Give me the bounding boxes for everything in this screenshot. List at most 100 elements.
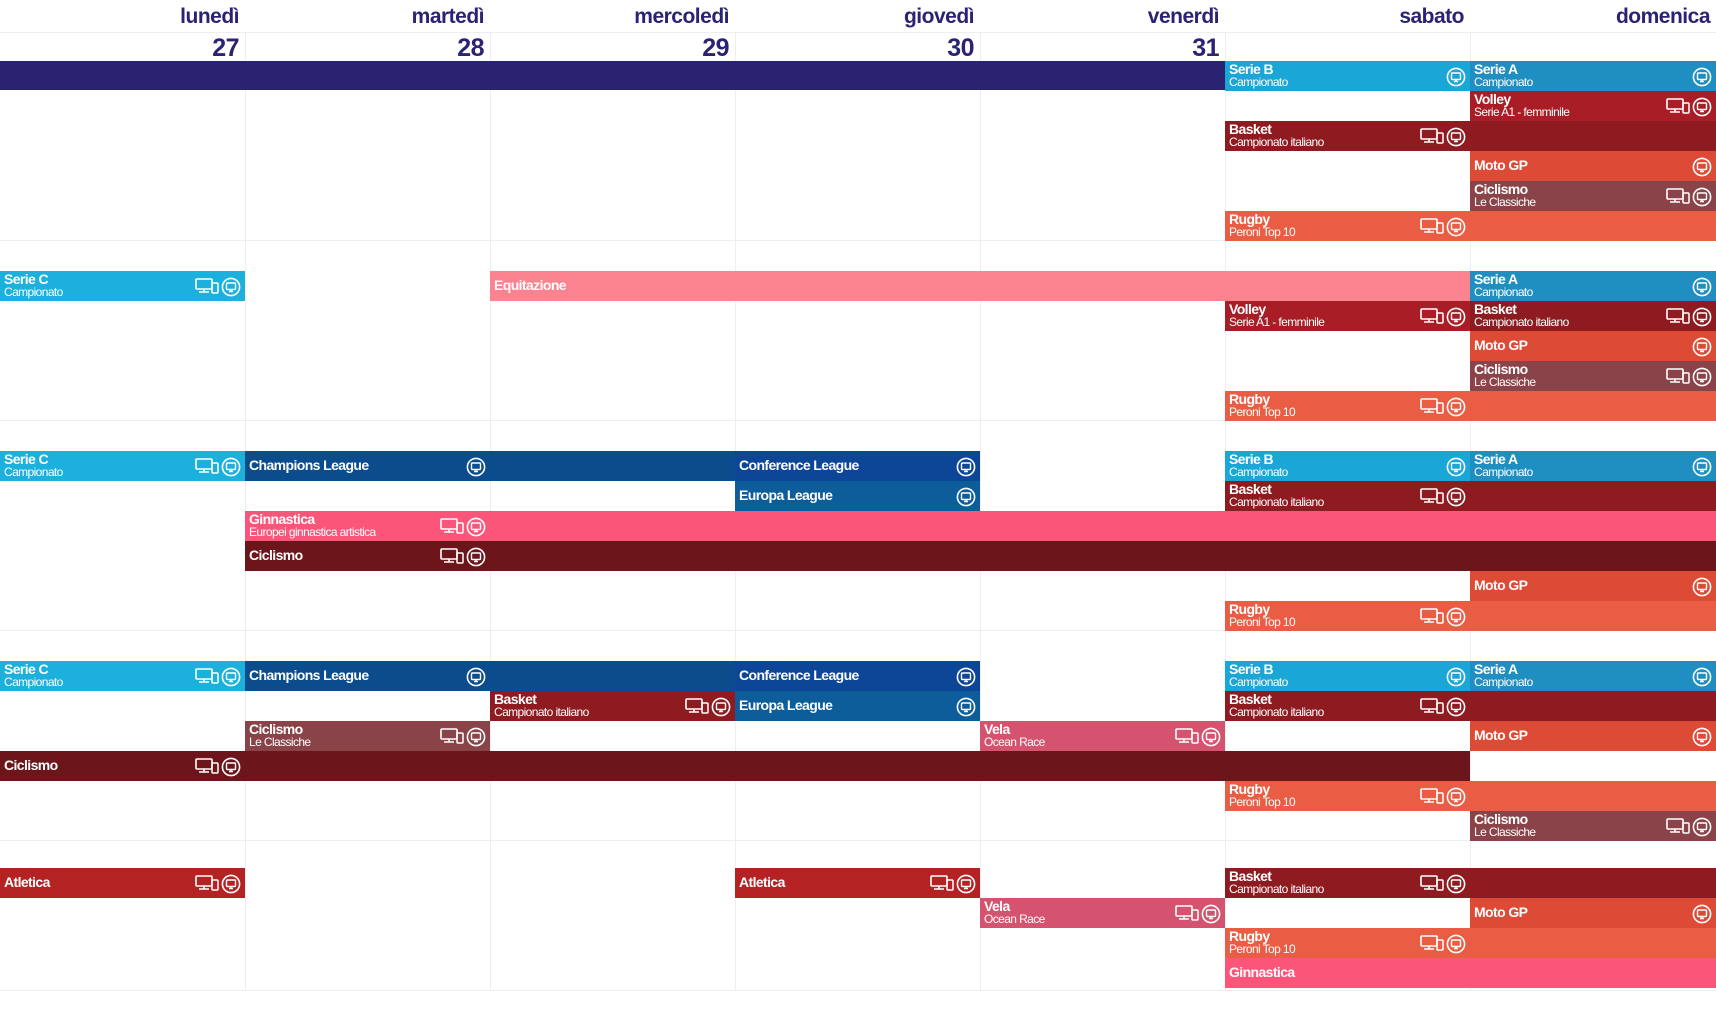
event-europa-league[interactable]: Europa League: [735, 691, 980, 721]
device-icon[interactable]: [1420, 397, 1444, 415]
tv-icon[interactable]: [1446, 934, 1468, 954]
device-icon[interactable]: [1420, 874, 1444, 892]
tv-icon[interactable]: [956, 697, 978, 717]
device-icon[interactable]: [440, 517, 464, 535]
event-vela[interactable]: Vela Ocean Race: [980, 898, 1225, 928]
tv-icon[interactable]: [1446, 607, 1468, 627]
event-serie-a[interactable]: Serie A Campionato: [1470, 271, 1716, 301]
tv-icon[interactable]: [956, 667, 978, 687]
device-icon[interactable]: [195, 667, 219, 685]
event-rugby[interactable]: Rugby Peroni Top 10: [1225, 928, 1716, 958]
event-equitazione[interactable]: Equitazione: [490, 271, 1470, 301]
event-basket[interactable]: Basket Campionato italiano: [490, 691, 735, 721]
tv-icon[interactable]: [466, 547, 488, 567]
tv-icon[interactable]: [1446, 397, 1468, 417]
event-champions-league[interactable]: Champions League: [245, 661, 735, 691]
tv-icon[interactable]: [1692, 337, 1714, 357]
device-icon[interactable]: [1420, 127, 1444, 145]
event-atletica[interactable]: Atletica: [0, 868, 245, 898]
tv-icon[interactable]: [1446, 874, 1468, 894]
tv-icon[interactable]: [1201, 904, 1223, 924]
event-moto-gp[interactable]: Moto GP: [1470, 898, 1716, 928]
event-champions-league[interactable]: Champions League: [245, 451, 735, 481]
event-basket[interactable]: Basket Campionato italiano: [1225, 868, 1716, 898]
event-conference-league[interactable]: Conference League: [735, 661, 980, 691]
device-icon[interactable]: [1420, 307, 1444, 325]
event-serie-c[interactable]: Serie C Campionato: [0, 661, 245, 691]
device-icon[interactable]: [195, 277, 219, 295]
event-ciclismo[interactable]: Ciclismo: [0, 751, 1470, 781]
tv-icon[interactable]: [1446, 307, 1468, 327]
tv-icon[interactable]: [1692, 97, 1714, 117]
device-icon[interactable]: [440, 727, 464, 745]
tv-icon[interactable]: [1692, 667, 1714, 687]
device-icon[interactable]: [1666, 817, 1690, 835]
tv-icon[interactable]: [221, 277, 243, 297]
event-serie-a[interactable]: Serie A Campionato: [1470, 661, 1716, 691]
tv-icon[interactable]: [221, 457, 243, 477]
device-icon[interactable]: [1666, 307, 1690, 325]
tv-icon[interactable]: [956, 874, 978, 894]
device-icon[interactable]: [1666, 187, 1690, 205]
tv-icon[interactable]: [1446, 787, 1468, 807]
event-volley[interactable]: Volley Serie A1 - femminile: [1225, 301, 1470, 331]
event-conference-league[interactable]: Conference League: [735, 451, 980, 481]
event-atletica[interactable]: Atletica: [735, 868, 980, 898]
event-rugby[interactable]: Rugby Peroni Top 10: [1225, 601, 1716, 631]
event-ciclismo[interactable]: Ciclismo Le Classiche: [1470, 811, 1716, 841]
tv-icon[interactable]: [1692, 367, 1714, 387]
event-ciclismo[interactable]: Ciclismo Le Classiche: [245, 721, 490, 751]
device-icon[interactable]: [1420, 607, 1444, 625]
tv-icon[interactable]: [1692, 307, 1714, 327]
event-europa-league[interactable]: Europa League: [735, 481, 980, 511]
event-ginnastica[interactable]: Ginnastica Europei ginnastica artistica: [245, 511, 1716, 541]
tv-icon[interactable]: [466, 667, 488, 687]
device-icon[interactable]: [195, 874, 219, 892]
device-icon[interactable]: [1666, 97, 1690, 115]
tv-icon[interactable]: [1446, 697, 1468, 717]
tv-icon[interactable]: [1446, 127, 1468, 147]
device-icon[interactable]: [1420, 697, 1444, 715]
event-vela[interactable]: Vela Ocean Race: [980, 721, 1225, 751]
tv-icon[interactable]: [221, 757, 243, 777]
tv-icon[interactable]: [1446, 67, 1468, 87]
tv-icon[interactable]: [466, 727, 488, 747]
device-icon[interactable]: [440, 547, 464, 565]
event-rugby[interactable]: Rugby Peroni Top 10: [1225, 781, 1716, 811]
tv-icon[interactable]: [1692, 67, 1714, 87]
event-moto-gp[interactable]: Moto GP: [1470, 151, 1716, 181]
tv-icon[interactable]: [956, 487, 978, 507]
event-moto-gp[interactable]: Moto GP: [1470, 331, 1716, 361]
tv-icon[interactable]: [1446, 667, 1468, 687]
event-rugby[interactable]: Rugby Peroni Top 10: [1225, 391, 1716, 421]
tv-icon[interactable]: [1692, 904, 1714, 924]
device-icon[interactable]: [1420, 487, 1444, 505]
event-serie-a[interactable]: Serie A Campionato: [1470, 61, 1716, 91]
tv-icon[interactable]: [466, 517, 488, 537]
event-serie-c[interactable]: Serie C Campionato: [0, 451, 245, 481]
device-icon[interactable]: [1175, 904, 1199, 922]
tv-icon[interactable]: [1201, 727, 1223, 747]
device-icon[interactable]: [685, 697, 709, 715]
tv-icon[interactable]: [1692, 187, 1714, 207]
event-ciclismo[interactable]: Ciclismo Le Classiche: [1470, 361, 1716, 391]
tv-icon[interactable]: [956, 457, 978, 477]
event-serie-b[interactable]: Serie B Campionato: [1225, 661, 1470, 691]
event-serie-c[interactable]: Serie C Campionato: [0, 271, 245, 301]
device-icon[interactable]: [1420, 787, 1444, 805]
tv-icon[interactable]: [1692, 157, 1714, 177]
event-moto-gp[interactable]: Moto GP: [1470, 721, 1716, 751]
event-basket[interactable]: Basket Campionato italiano: [1225, 121, 1716, 151]
tv-icon[interactable]: [1446, 487, 1468, 507]
event-ciclismo[interactable]: Ciclismo Le Classiche: [1470, 181, 1716, 211]
device-icon[interactable]: [1420, 934, 1444, 952]
device-icon[interactable]: [1175, 727, 1199, 745]
tv-icon[interactable]: [711, 697, 733, 717]
tv-icon[interactable]: [1446, 457, 1468, 477]
tv-icon[interactable]: [1692, 727, 1714, 747]
tv-icon[interactable]: [221, 667, 243, 687]
event-serie-b[interactable]: Serie B Campionato: [1225, 451, 1470, 481]
device-icon[interactable]: [1666, 367, 1690, 385]
event-volley[interactable]: Volley Serie A1 - femminile: [1470, 91, 1716, 121]
tv-icon[interactable]: [221, 874, 243, 894]
